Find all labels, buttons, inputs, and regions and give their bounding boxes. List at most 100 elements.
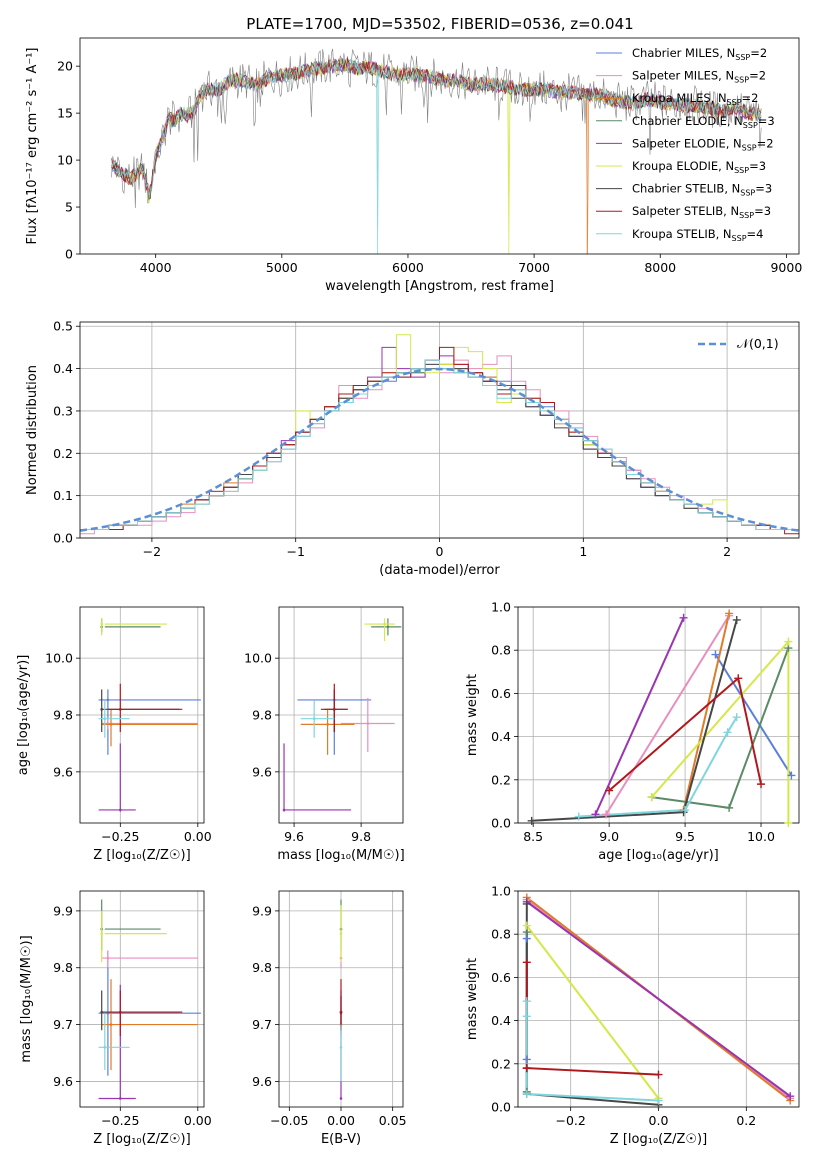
x-tick-label: −1 [286,544,304,559]
legend-text: =3 [755,182,772,196]
y-tick-label: 0.0 [491,816,511,831]
data-point [339,932,343,935]
plus-marker [784,819,793,827]
legend-text: Chabrier ELODIE, N [632,114,743,128]
mass-weight-line [605,615,730,815]
data-point [119,808,122,812]
legend-entry: Kroupa STELIB, NSSP=4 [632,227,763,243]
plus-marker [522,921,531,930]
figure-title: PLATE=1700, MJD=53502, FIBERID=0536, z=0… [246,15,633,33]
legend-entry: Chabrier ELODIE, NSSP=3 [632,114,775,130]
y-tick-label: 10.0 [45,651,73,666]
y-tick-label: 0.1 [53,488,73,503]
y-tick-label: 9.8 [252,960,272,975]
mass-weight-line [651,647,790,810]
data-point [100,708,103,711]
plus-marker [522,1090,531,1099]
data-point [339,1010,343,1014]
plus-marker [711,650,720,659]
axes-frame [79,37,800,255]
plus-marker [679,613,688,622]
legend-text: =2 [757,136,774,150]
y-tick-label: 9.9 [53,903,73,918]
y-axis-label: Flux [fλ10⁻¹⁷ erg cm⁻² s⁻¹ A⁻¹] [25,48,40,245]
y-tick-label: 9.9 [252,903,272,918]
legend-subscript: SSP [732,234,747,243]
legend-text: =3 [758,114,775,128]
x-tick-label: 0.00 [184,829,212,844]
model-spectrum-line [111,56,762,254]
plus-marker [522,1055,531,1064]
legend-subscript: SSP [734,166,749,175]
data-point [103,1046,107,1049]
data-point [109,723,113,726]
legend-subscript: SSP [739,211,754,220]
legend-text: =4 [747,227,764,241]
x-tick-label: 9.0 [599,829,619,844]
x-tick-label: 0.00 [327,1113,355,1128]
plus-marker [522,1012,531,1021]
plus-marker [522,1064,531,1073]
plus-marker [527,816,536,825]
y-tick-label: 20 [57,59,73,74]
y-tick-label: 0.6 [491,686,511,701]
plus-marker [725,803,734,812]
plus-marker [786,1092,795,1101]
plus-marker [681,806,690,815]
x-tick-label: 9000 [770,260,802,275]
legend-entry: Salpeter MILES, NSSP=2 [632,69,766,85]
mass-weight-vs-age-panel: 8.5 9.0 9.5 10.0 0.0 0.2 0.4 0.6 0.8 1.0 age [log₁… [465,600,800,863]
plus-marker [591,810,600,819]
data-point [383,622,386,626]
y-tick-label: 0.8 [491,643,511,658]
data-point [312,717,316,720]
x-axis-label: E(B-V) [321,1132,361,1147]
residual-histogram-panel: −2 −1 0 1 2 0.0 0.1 0.2 0.3 0.4 0.5 (data-model)/er… [25,319,800,578]
plot-area [98,618,201,812]
y-axis-label: mass weight [465,958,480,1040]
legend-text: Salpeter MILES, N [632,69,734,83]
y-tick-label: 0.3 [53,403,73,418]
legend-entry: Kroupa ELODIE, NSSP=3 [632,159,766,175]
legend-entry: Chabrier MILES, NSSP=2 [632,46,767,62]
mass-weight-line [682,613,731,811]
legend-text: =2 [750,46,767,60]
x-tick-label: 9.6 [284,829,304,844]
data-point [109,1023,113,1026]
x-tick-label: −0.25 [101,829,139,844]
data-point [366,722,370,725]
y-tick-label: 9.7 [53,1017,73,1032]
mass-weight-line [526,924,660,1100]
x-axis-label: Z [log₁₀(Z/Z☉)] [93,1132,190,1147]
x-axis-label: Z [log₁₀(Z/Z☉)] [93,848,190,863]
y-axis-label: age [log₁₀(age/yr)] [16,655,31,776]
x-tick-label: 1 [579,544,587,559]
spectrum-panel: 4000 5000 6000 7000 8000 9000 0 5 10 15 20 waveleng… [25,37,802,294]
y-tick-label: 1.0 [491,600,511,615]
y-axis-label: mass weight [465,674,480,756]
data-point [119,1097,122,1100]
data-point [119,1010,122,1014]
x-axis-label: age [log₁₀(age/yr)] [598,848,719,863]
y-tick-label: 9.8 [53,708,73,723]
data-point [282,808,286,812]
plus-marker [723,728,732,737]
legend-subscript: SSP [743,121,758,130]
plus-marker [602,810,611,819]
data-point [339,1097,343,1100]
mass-weight-line [525,1001,659,1102]
y-tick-label: 9.8 [252,708,272,723]
data-point [339,1046,343,1049]
data-point [326,723,329,726]
x-axis-label: wavelength [Angstrom, rest frame] [325,279,554,294]
x-tick-label: 9.8 [351,829,371,844]
x-tick-label: 4000 [140,260,172,275]
age-vs-mass-panel: 9.6 9.8 9.6 9.8 10.0 mass [log₁₀(M/M☉)] [244,606,405,863]
y-axis-label: mass [log₁₀(M/M☉)] [19,935,34,1062]
plus-marker [725,609,734,618]
mass-weight-line [525,962,659,1076]
y-tick-label: 0.0 [53,531,73,546]
legend-subscript: SSP [740,189,755,198]
age-vs-metallicity-panel: −0.25 0.00 9.6 9.8 10.0 Z [log₁₀(Z/Z☉)] age [l… [16,606,212,863]
x-tick-label: 0.2 [736,1113,756,1128]
